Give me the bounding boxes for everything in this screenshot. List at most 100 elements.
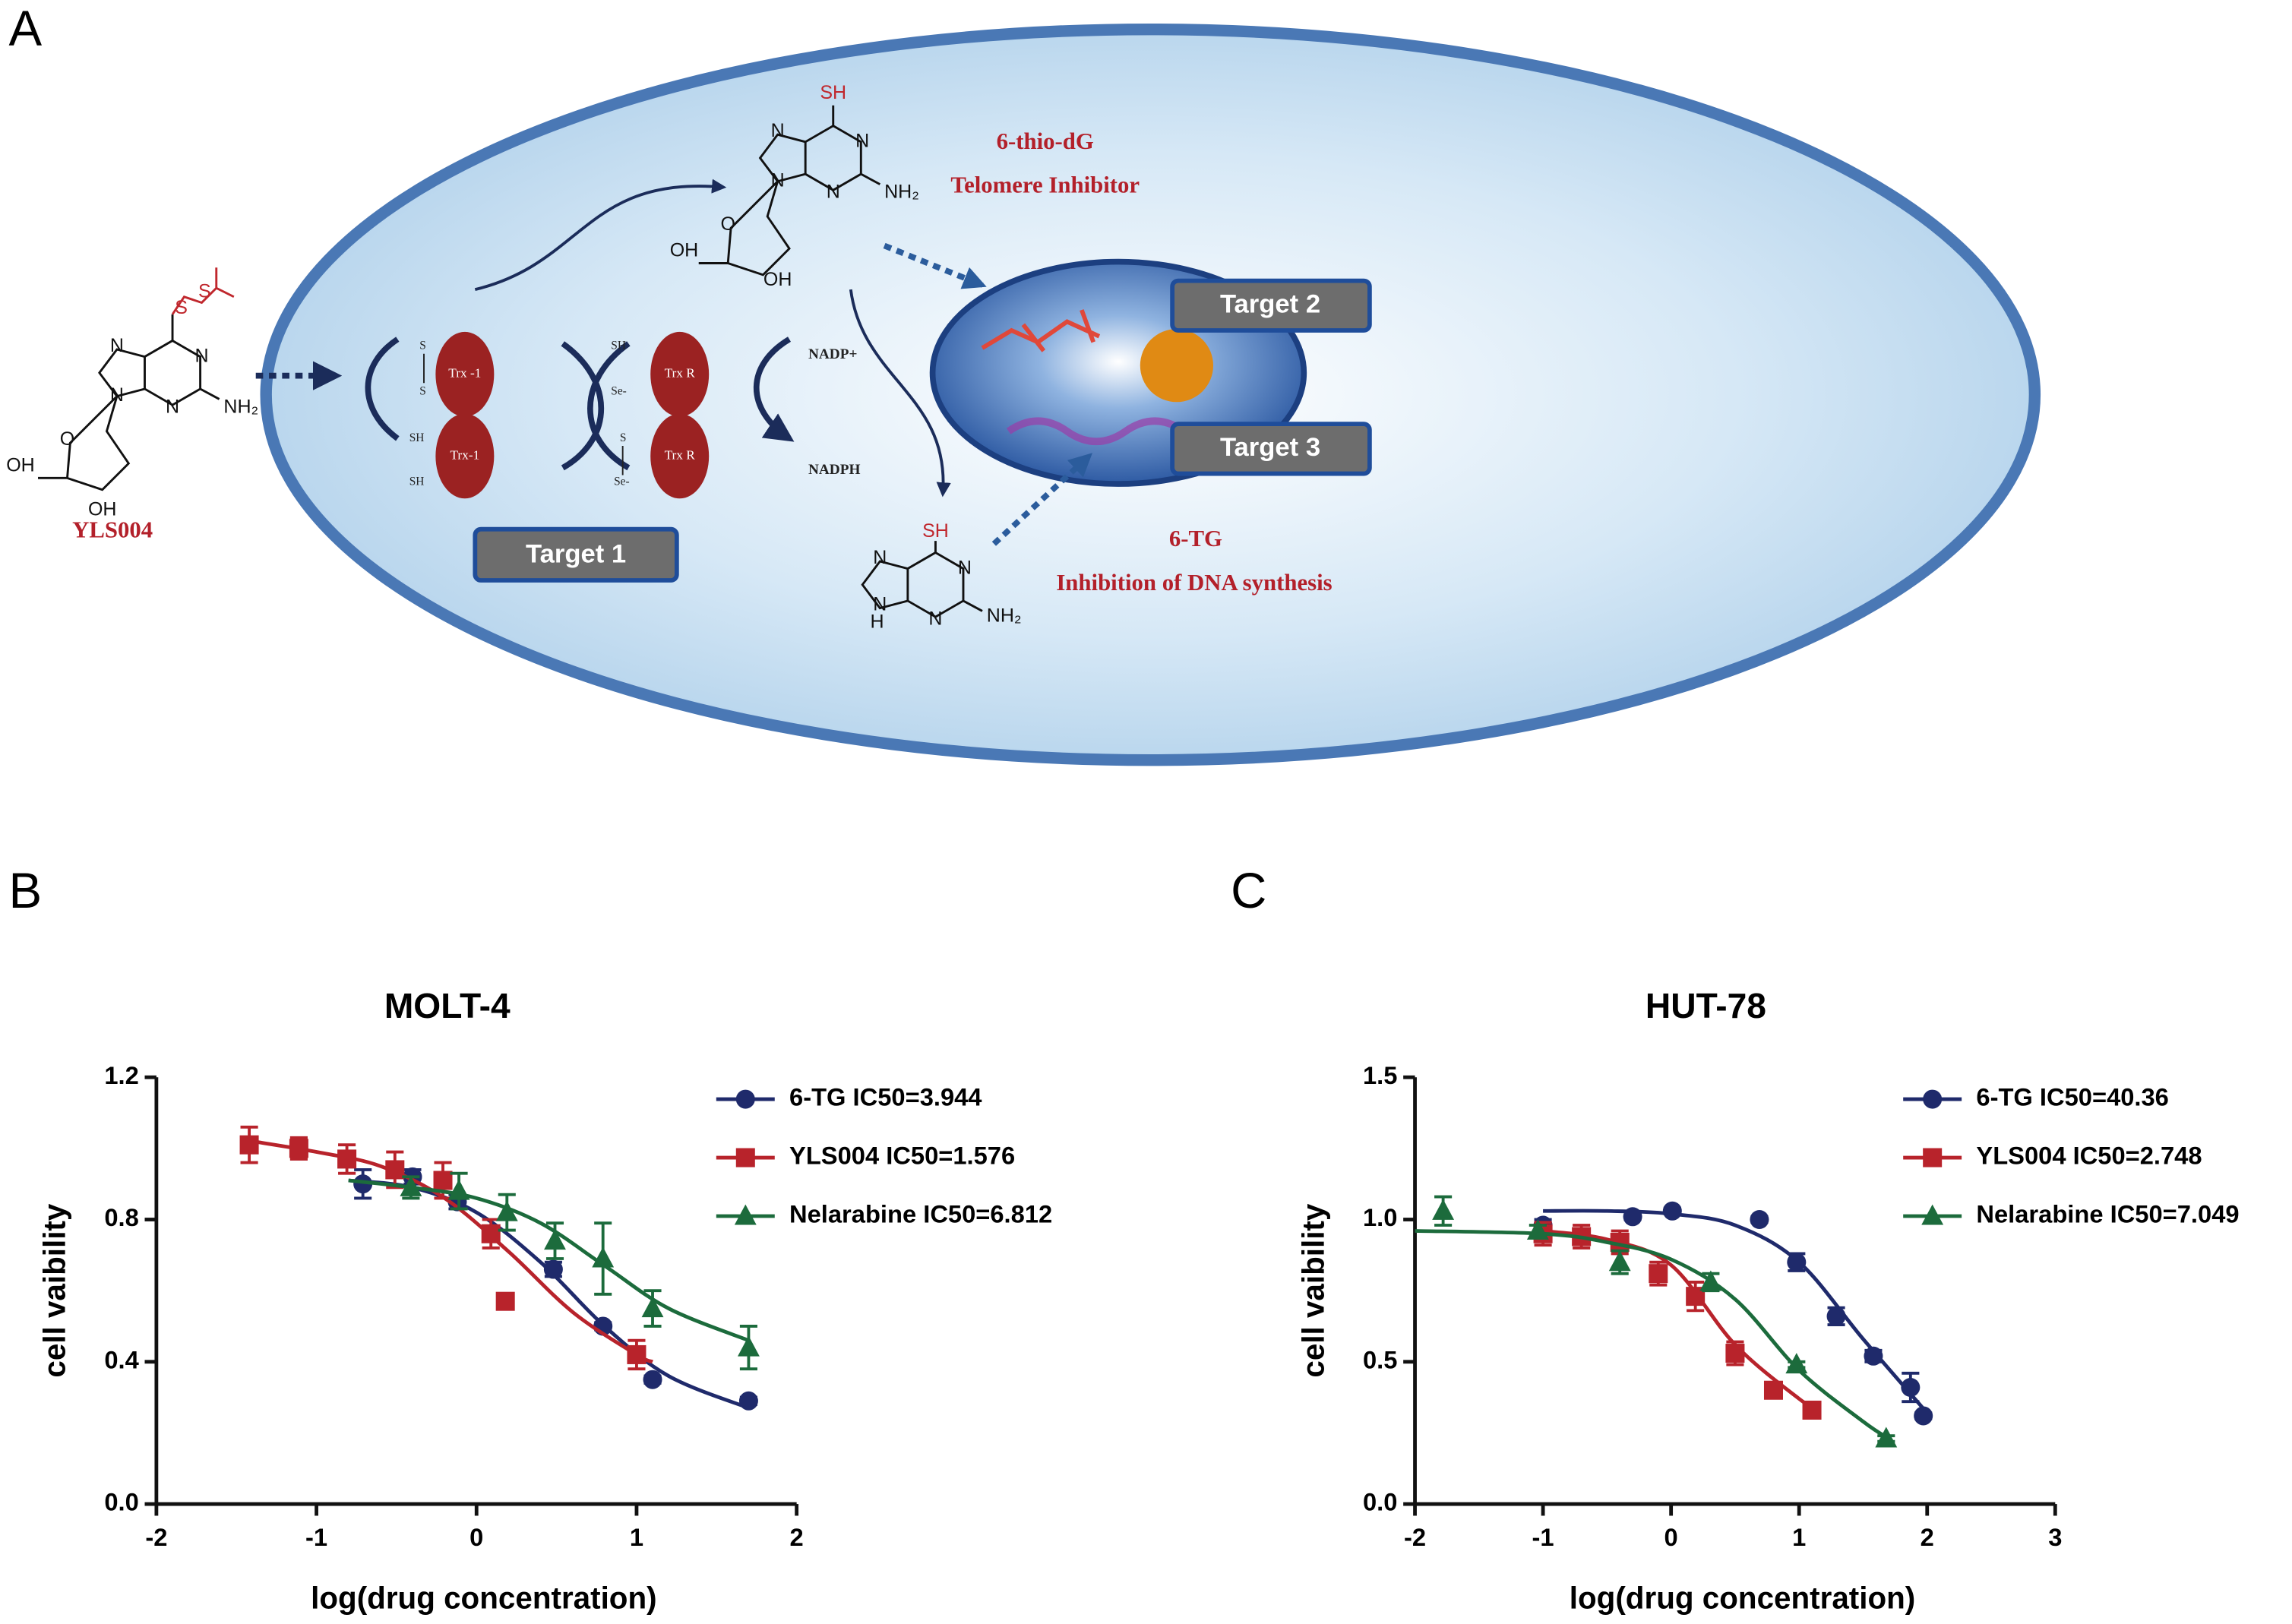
metabolite-role: Inhibition of DNA synthesis: [1056, 570, 1332, 596]
y-tick-label: 0.5: [1363, 1345, 1397, 1373]
x-tick-label: 1: [1792, 1523, 1806, 1551]
dna: [1006, 417, 1187, 446]
legend-label: 6-TG IC50=3.944: [789, 1083, 982, 1111]
atom: N: [771, 169, 785, 191]
marker: [1921, 1204, 1944, 1225]
arrow: [365, 336, 789, 471]
atom: N: [873, 593, 887, 615]
x-tick-label: 0: [469, 1523, 483, 1551]
y-tick-label: 1.5: [1363, 1061, 1397, 1089]
y-axis-label: cell vaibility: [1295, 1203, 1330, 1378]
y-tick-label: 1.2: [104, 1061, 138, 1089]
marker: [1699, 1270, 1722, 1291]
nucleolus: [1140, 329, 1214, 403]
group-label: Se-: [614, 476, 630, 488]
target-boxes: [473, 278, 1372, 583]
marker: [433, 1171, 453, 1190]
target-label: Target 2: [1220, 289, 1320, 318]
y-axis-label: cell vaibility: [37, 1203, 72, 1378]
legend-label: Nelarabine IC50=7.049: [1976, 1200, 2239, 1228]
marker: [1802, 1400, 1822, 1420]
marker: [1623, 1207, 1642, 1227]
group-label: S: [419, 340, 426, 352]
group-label: S: [419, 384, 426, 397]
telomere: [981, 309, 1101, 352]
atom: SH: [820, 82, 846, 103]
marker: [1901, 1377, 1921, 1398]
panel-label: C: [1231, 863, 1266, 918]
marker: [738, 1335, 760, 1357]
atom: OH: [670, 240, 699, 261]
atom: SH: [922, 520, 949, 542]
molecule: SH N N N N H NH₂: [861, 520, 1022, 632]
panel-label: B: [9, 863, 43, 918]
arrow: [991, 453, 1092, 546]
diagram: Trx -1 Trx-1 Trx R Trx R S S SH SH SH Se…: [6, 23, 2041, 766]
marker: [239, 1135, 259, 1155]
arrow: [474, 179, 727, 292]
atom: NH₂: [223, 397, 258, 418]
enzyme-label: Trx-1: [450, 447, 479, 462]
x-tick-label: -2: [1404, 1523, 1426, 1551]
marker: [735, 1089, 755, 1109]
marker: [592, 1246, 615, 1268]
atom: S: [175, 297, 188, 318]
x-tick-label: 2: [1921, 1523, 1934, 1551]
marker: [385, 1160, 405, 1180]
marker: [1662, 1201, 1682, 1221]
enzyme-label: Trx R: [665, 447, 696, 462]
metabolite-name: 6-thio-dG: [997, 128, 1094, 154]
fit-curve: [1542, 1229, 1813, 1408]
x-tick-label: -1: [305, 1523, 327, 1551]
atom: OH: [763, 269, 792, 290]
x-tick-label: 2: [790, 1523, 804, 1551]
marker: [1750, 1209, 1769, 1230]
prodrug-name: YLS004: [72, 517, 153, 543]
x-tick-label: 1: [630, 1523, 643, 1551]
y-tick-label: 0.4: [104, 1345, 138, 1373]
atom: S: [198, 281, 211, 302]
fit-curve: [251, 1139, 653, 1364]
enzyme-label: Trx -1: [448, 366, 481, 381]
y-tick-label: 0.8: [104, 1203, 138, 1231]
marker: [1608, 1250, 1631, 1272]
legend-label: 6-TG IC50=40.36: [1976, 1083, 2168, 1111]
group-label: SH: [409, 476, 425, 488]
metabolite-role: Telomere Inhibitor: [950, 172, 1140, 198]
x-axis-label: log(drug concentration): [311, 1581, 656, 1616]
marker: [738, 1391, 758, 1411]
enzymes: [435, 331, 710, 499]
legend-label: Nelarabine IC50=6.812: [789, 1200, 1052, 1228]
marker: [495, 1291, 515, 1311]
x-axis-label: log(drug concentration): [1570, 1581, 1915, 1616]
marker: [1526, 1219, 1549, 1240]
x-tick-label: -1: [1532, 1523, 1554, 1551]
marker: [495, 1200, 518, 1221]
marker: [1864, 1346, 1883, 1366]
atom: N: [110, 335, 124, 356]
molecule: SH N N N N NH₂ O OH OH: [670, 82, 919, 290]
arrow: [883, 242, 987, 289]
target-label: Target 3: [1220, 433, 1320, 462]
fit-curve: [348, 1178, 750, 1410]
marker: [543, 1259, 563, 1279]
marker: [1649, 1264, 1668, 1284]
marker: [641, 1297, 664, 1318]
atom: N: [873, 547, 887, 568]
chart-title: HUT-78: [1645, 986, 1766, 1025]
marker: [1923, 1148, 1943, 1167]
atom: N: [855, 130, 869, 151]
x-tick-label: 3: [2048, 1523, 2062, 1551]
atom: N: [928, 608, 942, 630]
arrow: [849, 289, 951, 498]
marker: [447, 1179, 470, 1200]
molecule: S S N N N N NH₂ O OH OH: [6, 267, 258, 520]
target-label: Target 1: [526, 539, 626, 568]
atom: N: [194, 345, 208, 366]
marker: [400, 1175, 422, 1196]
fit-curve: [348, 1178, 750, 1342]
marker: [643, 1370, 662, 1389]
marker: [1787, 1253, 1807, 1272]
marker: [735, 1148, 755, 1167]
